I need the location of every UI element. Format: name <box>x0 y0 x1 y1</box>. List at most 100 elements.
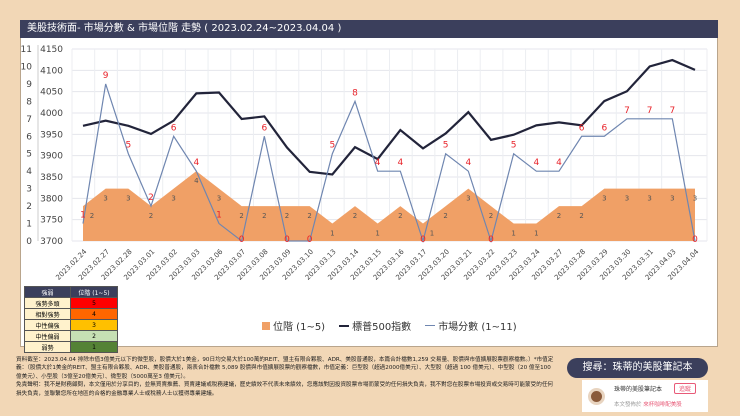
left-axis-tick-label: 4 <box>26 167 32 177</box>
published-site-link[interactable]: 來杯咖啡配美股 <box>643 402 682 408</box>
left-axis-tick-label: 1 <box>26 220 32 230</box>
score-data-label: 0 <box>307 235 313 245</box>
score-data-label: 0 <box>420 235 426 245</box>
legend-swatch-score <box>425 325 436 326</box>
disclaimer: 免責聲明：我不是財務顧問，本文僅用於分享目的，並無買賣推薦、買賣建議或稅務建議，… <box>16 382 554 397</box>
score-data-label: 0 <box>239 235 245 245</box>
row-value: 2 <box>70 330 118 342</box>
published-note: 本文發佈於 來杯咖啡配美股 <box>614 400 682 408</box>
position-data-label: 2 <box>149 212 153 220</box>
score-data-label: 5 <box>511 141 517 151</box>
position-data-label: 1 <box>375 230 379 238</box>
author-name[interactable]: 珠蒂的美股筆記本 <box>614 386 663 393</box>
author-card[interactable]: 珠蒂的美股筆記本 追蹤 本文發佈於 來杯咖啡配美股 <box>582 380 708 412</box>
position-data-label: 3 <box>670 195 674 203</box>
position-area <box>83 171 695 241</box>
score-data-label: 1 <box>216 211 222 221</box>
position-data-label: 1 <box>511 230 515 238</box>
legend-sp500: 標普500指數 <box>339 318 411 333</box>
right-axis-tick-label: 3900 <box>40 152 63 162</box>
footer-notes: 資料截至：2023.04.04 排除市值3億美元以下的微型股，股價大於1美金，9… <box>16 356 556 398</box>
right-axis-tick-label: 3750 <box>40 216 63 226</box>
score-line <box>82 83 696 244</box>
position-data-label: 3 <box>103 195 107 203</box>
position-data-label: 2 <box>239 212 243 220</box>
score-data-label: 6 <box>261 123 267 133</box>
search-banner: 搜尋：珠蒂的美股筆記本 <box>567 358 708 378</box>
legend-swatch-sp500 <box>339 324 350 327</box>
score-data-label: 6 <box>579 123 585 133</box>
position-data-label: 3 <box>625 195 629 203</box>
right-axis-tick-label: 3800 <box>40 194 63 204</box>
right-axis-tick-label: 4150 <box>40 45 63 55</box>
score-data-label: 4 <box>556 158 562 168</box>
left-axis-tick-label: 0 <box>26 237 32 247</box>
position-data-label: 2 <box>285 212 289 220</box>
score-data-label: 8 <box>352 88 358 98</box>
position-data-label: 1 <box>534 230 538 238</box>
legend-label: 標普500指數 <box>352 322 412 333</box>
left-axis-tick-label: 2 <box>26 202 32 212</box>
left-axis-tick-label: 6 <box>26 132 32 142</box>
row-label: 中性偏弱 <box>24 330 71 342</box>
chart: 3700375038003850390039504000405041004150… <box>21 45 708 282</box>
legend-swatch-position <box>262 321 270 330</box>
sp500-line <box>82 58 696 176</box>
right-axis-tick-label: 4000 <box>40 109 63 119</box>
avatar <box>588 388 605 405</box>
position-data-label: 3 <box>466 195 470 203</box>
row-value: 1 <box>70 341 118 353</box>
chart-panel <box>20 20 718 347</box>
score-data-label: 4 <box>397 158 403 168</box>
position-data-label: 2 <box>90 212 94 220</box>
position-data-label: 2 <box>443 212 447 220</box>
score-data-label: 0 <box>692 235 698 245</box>
position-data-label: 2 <box>579 212 583 220</box>
position-data-label: 2 <box>307 212 311 220</box>
row-label: 相對強勢 <box>24 308 71 320</box>
position-data-label: 2 <box>353 212 357 220</box>
data-note: 資料截至：2023.04.04 排除市值3億美元以下的微型股，股價大於1美金，9… <box>16 357 554 380</box>
legend-label: 位階 (1~5) <box>273 322 326 333</box>
score-data-label: 1 <box>80 211 86 221</box>
position-data-label: 3 <box>602 195 606 203</box>
position-data-label: 1 <box>330 230 334 238</box>
left-axis-tick-label: 8 <box>26 97 32 107</box>
score-data-label: 2 <box>148 193 154 203</box>
score-data-label: 0 <box>284 235 290 245</box>
row-label: 弱勢 <box>24 341 71 353</box>
position-legend-table: 強弱 位階 (1~5) 強勢多頭 5 相對強勢 4 中性偏強 3 中性偏弱 2 弱勢 1 <box>24 286 118 353</box>
score-data-label: 4 <box>375 158 381 168</box>
position-data-label: 3 <box>126 195 130 203</box>
position-data-label: 1 <box>430 230 434 238</box>
right-axis-tick-label: 3850 <box>40 173 63 183</box>
left-axis-tick-label: 10 <box>21 62 33 72</box>
legend-label: 市場分數 (1~11) <box>438 322 517 333</box>
score-data-label: 5 <box>125 141 131 151</box>
right-axis-tick-label: 4100 <box>40 66 63 76</box>
position-data-label: 3 <box>171 195 175 203</box>
header-strength: 強弱 <box>24 286 71 298</box>
score-data-label: 4 <box>465 158 471 168</box>
row-value: 5 <box>70 297 118 309</box>
score-data-label: 4 <box>193 158 199 168</box>
score-data-label: 7 <box>624 106 630 116</box>
position-data-label: 2 <box>489 212 493 220</box>
left-axis-tick-label: 9 <box>26 80 32 90</box>
position-data-label: 4 <box>194 177 199 185</box>
score-data-label: 6 <box>601 123 607 133</box>
position-data-label: 3 <box>217 195 221 203</box>
right-axis-tick-label: 3700 <box>40 237 63 247</box>
left-axis-tick-label: 3 <box>26 185 32 195</box>
legend-position: 位階 (1~5) <box>262 318 325 333</box>
left-axis-tick-label: 5 <box>26 150 32 160</box>
header-position: 位階 (1~5) <box>70 286 118 298</box>
row-value: 3 <box>70 319 118 331</box>
score-data-label: 4 <box>533 158 539 168</box>
score-data-label: 7 <box>669 106 675 116</box>
follow-button[interactable]: 追蹤 <box>674 383 697 394</box>
score-data-label: 0 <box>488 235 494 245</box>
score-data-label: 5 <box>443 141 449 151</box>
position-data-label: 3 <box>647 195 651 203</box>
position-data-label: 3 <box>693 195 697 203</box>
